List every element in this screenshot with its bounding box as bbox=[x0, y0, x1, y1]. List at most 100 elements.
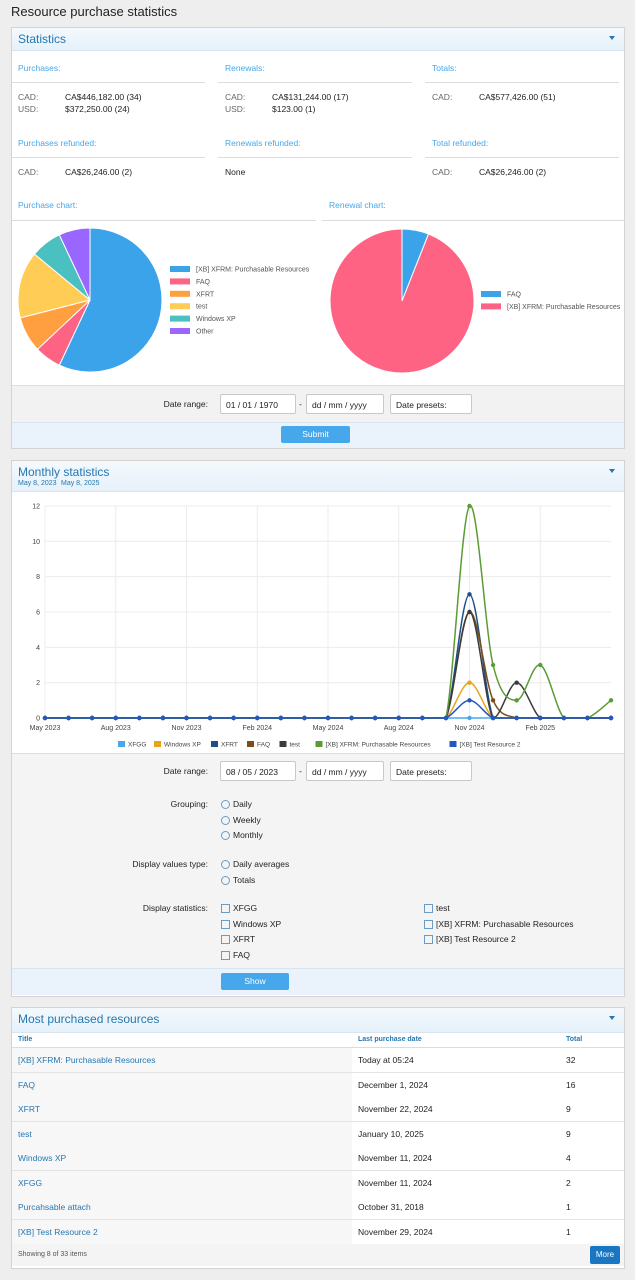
date-input[interactable]: dd / mm / yyyy bbox=[306, 394, 384, 414]
resource-link[interactable]: Windows XP bbox=[18, 1153, 67, 1163]
column-header: Title bbox=[18, 1036, 33, 1043]
panel-header bbox=[12, 1008, 624, 1033]
checkbox-label: test bbox=[436, 903, 450, 913]
select[interactable]: Date presets: bbox=[390, 761, 472, 781]
last-purchase: November 22, 2024 bbox=[358, 1104, 433, 1114]
total: 2 bbox=[566, 1177, 571, 1188]
collapse-toggle[interactable] bbox=[609, 469, 615, 473]
rule bbox=[425, 82, 619, 83]
stat-label: Purchases refunded: bbox=[18, 138, 97, 148]
stat-amount: CA$577,426.00 (51) bbox=[479, 92, 556, 102]
checkbox[interactable] bbox=[424, 919, 433, 929]
radio[interactable] bbox=[221, 860, 230, 869]
row-bg bbox=[12, 1048, 352, 1073]
radio[interactable] bbox=[221, 800, 230, 809]
row-bg bbox=[352, 1219, 624, 1245]
rule bbox=[218, 157, 412, 158]
panel-title: Statistics bbox=[18, 32, 67, 46]
total: 1 bbox=[566, 1202, 571, 1212]
date-input[interactable]: 08 / 05 / 2023 bbox=[220, 761, 296, 781]
checkbox[interactable] bbox=[424, 904, 433, 913]
radio-label: Daily averages bbox=[233, 859, 290, 869]
form-label: Grouping: bbox=[170, 799, 208, 809]
row-bg bbox=[12, 1170, 352, 1196]
total: 4 bbox=[566, 1153, 571, 1163]
row-bg bbox=[12, 1146, 352, 1171]
stat-label: Renewals refunded: bbox=[225, 138, 301, 148]
rule bbox=[11, 157, 205, 158]
row-bg bbox=[352, 1195, 624, 1220]
resource-link[interactable]: [XB] XFRM: Purchasable Resources bbox=[18, 1055, 156, 1065]
radio[interactable] bbox=[221, 831, 230, 840]
checkbox-label: FAQ bbox=[233, 949, 251, 960]
form-label: Date range: bbox=[163, 399, 208, 409]
radio-label: Monthly bbox=[233, 830, 263, 840]
panel-header bbox=[12, 28, 624, 51]
rule bbox=[322, 220, 625, 221]
checkbox-label: Windows XP bbox=[233, 918, 282, 929]
stat-amount: $123.00 (1) bbox=[272, 104, 316, 114]
rule bbox=[11, 82, 205, 83]
checkbox[interactable] bbox=[221, 950, 230, 960]
radio[interactable] bbox=[221, 815, 230, 825]
total: 1 bbox=[566, 1226, 571, 1237]
panel-title: Most purchased resources bbox=[18, 1012, 160, 1026]
checkbox[interactable] bbox=[424, 935, 433, 944]
checkbox[interactable] bbox=[221, 935, 230, 944]
table-footer bbox=[12, 1244, 624, 1266]
form-area bbox=[12, 753, 624, 969]
collapse-toggle[interactable] bbox=[609, 36, 615, 40]
row-bg bbox=[12, 1121, 352, 1147]
form-label: Date range: bbox=[163, 766, 208, 776]
submit-button[interactable]: Submit bbox=[281, 426, 350, 443]
resource-link[interactable]: [XB] Test Resource 2 bbox=[18, 1226, 98, 1237]
stat-label: Totals: bbox=[432, 63, 457, 73]
radio[interactable] bbox=[221, 875, 230, 885]
total: 32 bbox=[566, 1055, 576, 1065]
row-bg bbox=[352, 1048, 624, 1073]
subtitle: May 8, 2025 bbox=[61, 480, 100, 487]
collapse-toggle[interactable] bbox=[609, 1016, 615, 1020]
column-header: Total bbox=[566, 1036, 583, 1043]
stat-currency: CAD: bbox=[432, 167, 453, 177]
resource-link[interactable]: Purcahsable attach bbox=[18, 1202, 91, 1212]
row-bg bbox=[352, 1072, 624, 1098]
more-button[interactable]: More bbox=[590, 1246, 620, 1264]
footer-text: Showing 8 of 33 items bbox=[18, 1251, 87, 1258]
checkbox-label: [XB] Test Resource 2 bbox=[436, 934, 516, 944]
stat-currency: CAD: bbox=[225, 92, 246, 102]
last-purchase: January 10, 2025 bbox=[358, 1128, 424, 1139]
separator: - bbox=[299, 766, 302, 776]
stat-amount: CA$26,246.00 (2) bbox=[479, 167, 547, 177]
row-bg bbox=[12, 1072, 352, 1098]
stat-amount: $372,250.00 (24) bbox=[65, 104, 130, 114]
resource-link[interactable]: test bbox=[18, 1128, 32, 1139]
rule bbox=[218, 82, 412, 83]
resource-link[interactable]: FAQ bbox=[18, 1079, 36, 1090]
separator: - bbox=[299, 399, 302, 409]
total: 9 bbox=[566, 1128, 571, 1139]
last-purchase: October 31, 2018 bbox=[358, 1202, 424, 1212]
rule bbox=[425, 157, 619, 158]
checkbox[interactable] bbox=[221, 904, 230, 913]
stat-amount: CA$26,246.00 (2) bbox=[65, 167, 133, 177]
show-row bbox=[12, 968, 624, 995]
radio-label: Totals bbox=[233, 874, 256, 885]
subtitle: May 8, 2023 bbox=[18, 480, 57, 487]
date-input[interactable]: 01 / 01 / 1970 bbox=[220, 394, 296, 414]
checkbox-label: XFRT bbox=[233, 934, 256, 944]
checkbox-label: XFGG bbox=[233, 903, 258, 913]
resource-link[interactable]: XFRT bbox=[18, 1104, 41, 1114]
select[interactable]: Date presets: bbox=[390, 394, 472, 414]
show-button[interactable]: Show bbox=[221, 973, 289, 990]
date-input[interactable]: dd / mm / yyyy bbox=[306, 761, 384, 781]
stat-value: None bbox=[225, 167, 246, 177]
stat-currency: USD: bbox=[225, 104, 246, 114]
resource-link[interactable]: XFGG bbox=[18, 1177, 43, 1188]
checkbox[interactable] bbox=[221, 919, 230, 929]
stat-amount: CA$131,244.00 (17) bbox=[272, 92, 349, 102]
stat-currency: CAD: bbox=[18, 92, 39, 102]
page-title: Resource purchase statistics bbox=[11, 4, 178, 19]
last-purchase: December 1, 2024 bbox=[358, 1079, 428, 1090]
rule bbox=[12, 1047, 624, 1048]
